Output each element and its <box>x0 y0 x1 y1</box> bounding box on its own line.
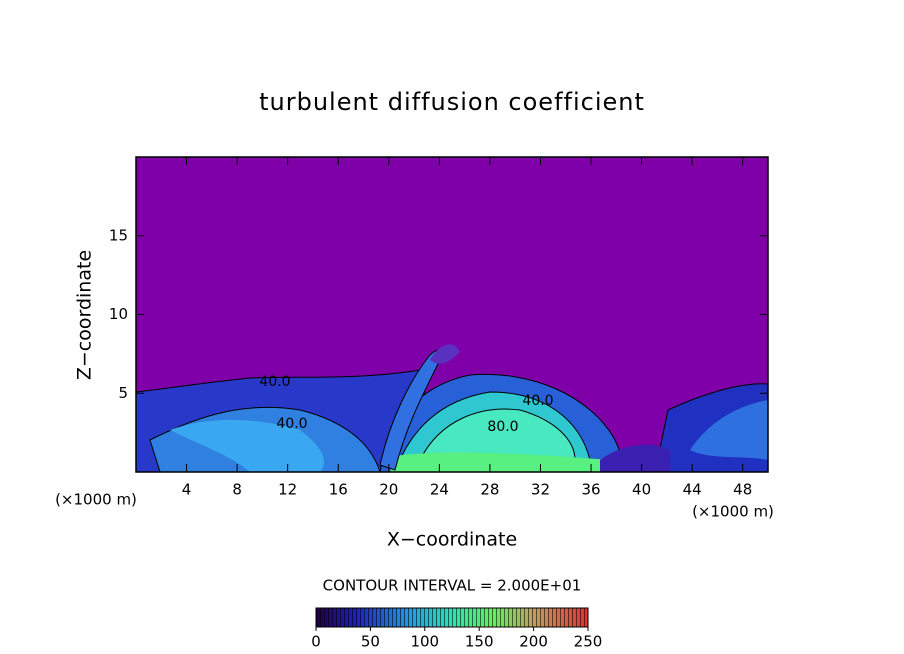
contour-label: 80.0 <box>487 419 518 435</box>
colorbar-tick-label: 100 <box>410 633 439 651</box>
y-tick-label: 5 <box>118 384 128 402</box>
y-tick-label: 10 <box>109 305 128 323</box>
x-tick-label: 4 <box>182 481 192 499</box>
x-tick-label: 16 <box>329 481 348 499</box>
x-tick-label: 12 <box>278 481 297 499</box>
chart-title: turbulent diffusion coefficient <box>259 88 645 116</box>
colorbar-tick-label: 200 <box>519 633 548 651</box>
x-tick-label: 24 <box>430 481 449 499</box>
x-tick-label: 20 <box>379 481 398 499</box>
contour-field <box>136 157 768 472</box>
field-region <box>390 452 665 472</box>
x-tick-label: 28 <box>480 481 499 499</box>
x-tick-label: 8 <box>232 481 242 499</box>
x-tick-label: 36 <box>581 481 600 499</box>
field-region <box>170 419 324 472</box>
x-tick-label: 44 <box>683 481 702 499</box>
x-tick-label: 48 <box>733 481 752 499</box>
colorbar-tick-label: 50 <box>361 633 380 651</box>
y-axis-label: Z−coordinate <box>74 250 96 380</box>
colorbar-tick-label: 150 <box>465 633 494 651</box>
field-region <box>690 400 768 460</box>
field-region <box>600 444 670 472</box>
plot-frame <box>135 156 769 473</box>
contour-labels: 40.040.040.080.0 <box>259 374 553 435</box>
x-unit-label: (×1000 m) <box>692 503 774 521</box>
y-tick-label: 15 <box>109 226 128 244</box>
field-region <box>430 344 460 364</box>
y-unit-label: (×1000 m) <box>55 491 137 509</box>
contour-interval: CONTOUR INTERVAL = 2.000E+01 <box>323 577 582 595</box>
colorbar-frame <box>315 607 589 628</box>
x-tick-label: 32 <box>531 481 550 499</box>
field-region <box>419 408 576 461</box>
colorbar-tick-label: 250 <box>574 633 603 651</box>
contour-label: 40.0 <box>259 374 290 390</box>
contour-label: 40.0 <box>276 416 307 432</box>
x-tick-label: 40 <box>632 481 651 499</box>
contour-label: 40.0 <box>522 393 553 409</box>
colorbar-tick-label: 0 <box>311 633 321 651</box>
x-axis-label: X−coordinate <box>387 529 517 551</box>
colorbar-axis: 0 50 100 150 200 250 <box>311 627 602 651</box>
